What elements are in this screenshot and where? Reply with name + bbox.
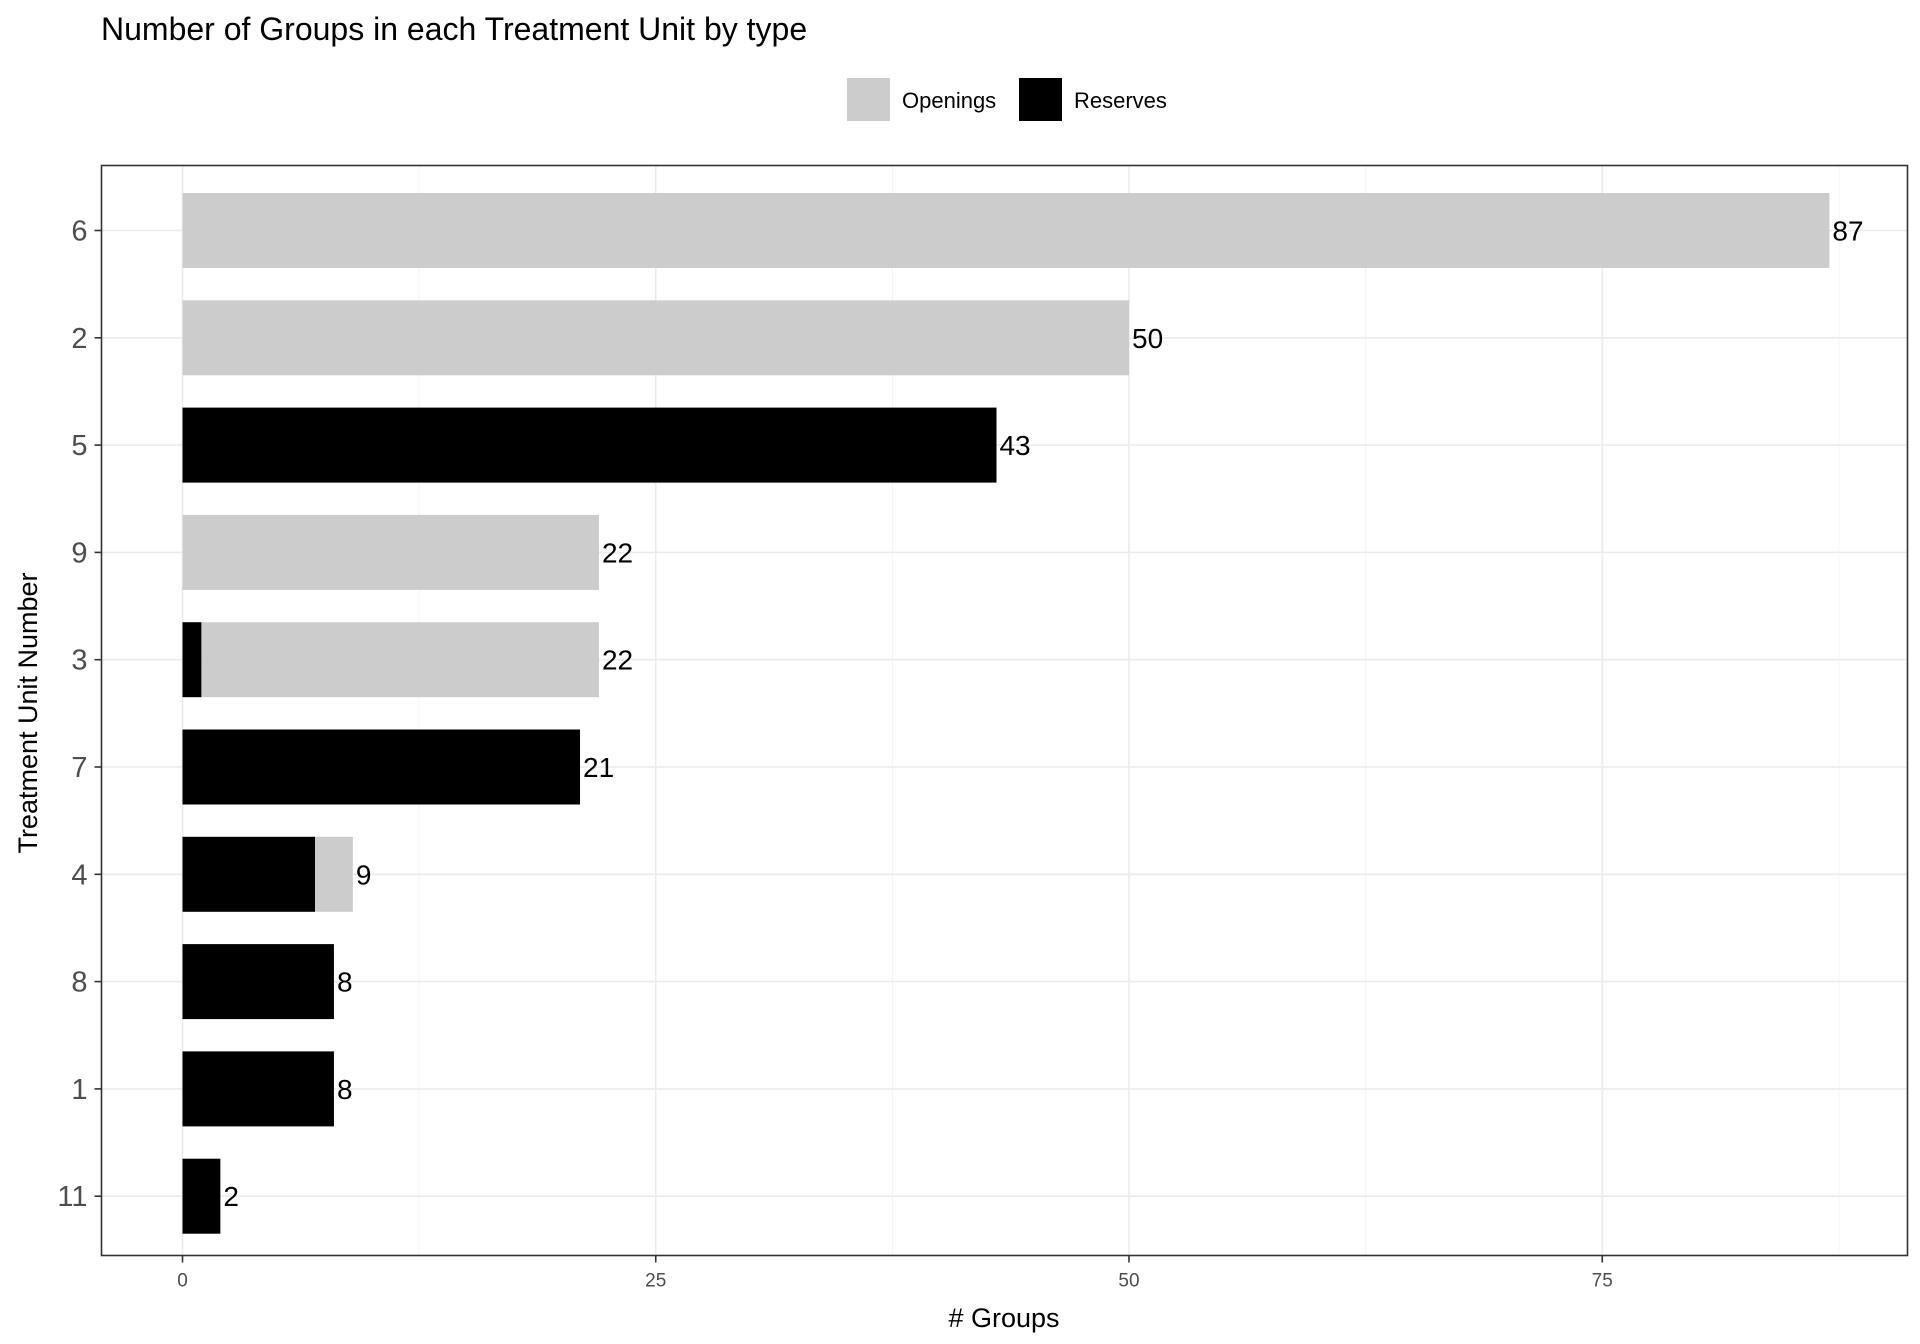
y-tick-label: 5 [71,430,87,462]
bar-reserves [182,944,334,1020]
plot-border [100,164,1909,1257]
x-axis-title: # Groups [948,1303,1059,1333]
x-tick-label: 25 [645,1271,666,1292]
bars [182,193,1830,1234]
y-tick-label: 9 [71,537,87,569]
bar-value-label: 43 [999,430,1030,461]
x-axis-ticks: 0 25 50 75 [177,1255,1613,1292]
y-tick-label: 7 [71,752,87,784]
y-tick-label: 1 [71,1074,87,1106]
bar-openings [201,622,599,698]
chart-title: Number of Groups in each Treatment Unit … [101,11,807,47]
data-labels: 87 50 43 22 22 21 9 8 8 2 [223,216,1863,1213]
bar-openings [182,193,1830,268]
bar-openings [182,300,1129,376]
bar-value-label: 21 [583,752,614,783]
bar-reserves [182,1158,221,1234]
y-tick-label: 11 [57,1181,87,1213]
y-tick-label: 6 [71,216,87,248]
bar-value-label: 9 [356,859,372,890]
y-tick-label: 4 [71,859,87,891]
legend-label-reserves: Reserves [1074,88,1167,113]
y-axis-title: Treatment Unit Number [13,572,43,853]
bar-value-label: 8 [337,1074,353,1105]
bar-value-label: 87 [1832,216,1863,247]
bar-value-label: 22 [602,645,633,676]
legend-key-openings [847,78,890,121]
y-tick-label: 2 [71,323,87,355]
plot-panel: 87 50 43 22 22 21 9 8 8 2 [100,164,1909,1257]
bar-openings [182,514,599,590]
bar-openings [315,836,353,912]
x-tick-label: 0 [177,1271,188,1292]
legend-label-openings: Openings [902,88,996,113]
bar-reserves [182,407,997,483]
y-tick-label: 3 [71,645,87,677]
bar-value-label: 22 [602,537,633,568]
bar-reserves [182,1051,334,1127]
legend: Openings Reserves [847,78,1167,121]
bar-reserves [182,622,202,698]
bar-reserves [182,729,581,805]
bar-value-label: 8 [337,967,353,998]
y-tick-label: 8 [71,967,87,999]
x-tick-label: 50 [1118,1271,1139,1292]
bar-reserves [182,836,316,912]
legend-key-reserves [1019,78,1062,121]
x-tick-label: 75 [1592,1271,1613,1292]
bar-value-label: 2 [223,1181,239,1212]
bar-value-label: 50 [1132,323,1163,354]
